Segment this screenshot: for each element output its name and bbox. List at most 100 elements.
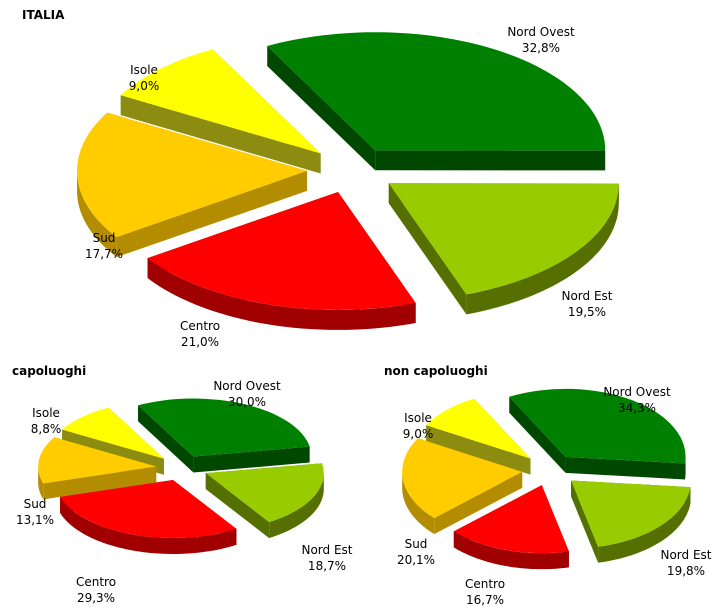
pie-slice bbox=[267, 32, 606, 171]
pie-slice-wall bbox=[205, 473, 270, 539]
pie-slice bbox=[426, 398, 531, 475]
pie-slice-wall bbox=[43, 466, 157, 500]
slice-label: Nord Ovest 32,8% bbox=[507, 24, 574, 56]
slice-value: 8,8% bbox=[30, 422, 62, 436]
pie-slice-wall bbox=[193, 446, 310, 473]
slice-name: Sud bbox=[92, 231, 116, 245]
slice-label: Sud 17,7% bbox=[85, 230, 123, 262]
pie-slice bbox=[77, 112, 308, 258]
slice-name: Isole bbox=[32, 406, 60, 420]
slice-label: Nord Est 19,5% bbox=[561, 288, 612, 320]
pie-slice-wall bbox=[388, 183, 467, 315]
slice-value: 16,7% bbox=[465, 593, 505, 607]
slice-value: 9,0% bbox=[128, 79, 160, 93]
slice-label: Nord Ovest 30,0% bbox=[213, 378, 280, 410]
slice-name: Nord Est bbox=[301, 543, 353, 557]
pie-slice-rim bbox=[598, 487, 691, 563]
pie-slice-top bbox=[60, 479, 237, 538]
pie-slice-top bbox=[571, 480, 691, 547]
slice-value: 20,1% bbox=[396, 553, 436, 567]
pie-slice bbox=[205, 463, 324, 539]
pie-slice-wall bbox=[426, 425, 531, 475]
chart-title-non-capoluoghi: non capoluoghi bbox=[384, 364, 488, 378]
pie-slice bbox=[60, 479, 237, 554]
pie-slice-top bbox=[62, 407, 164, 459]
slice-value: 18,7% bbox=[307, 559, 347, 573]
pie-slice bbox=[453, 485, 569, 570]
slice-name: Nord Est bbox=[561, 289, 613, 303]
slice-label: Centro 21,0% bbox=[180, 318, 220, 350]
slice-name: Nord Ovest bbox=[603, 385, 671, 399]
slice-name: Isole bbox=[404, 411, 432, 425]
slice-name: Centro bbox=[75, 575, 117, 589]
pie-slice-rim bbox=[269, 473, 324, 539]
pie-slice-wall bbox=[375, 150, 606, 171]
pie-slice-top bbox=[147, 191, 416, 310]
pie-slice-rim bbox=[402, 470, 435, 535]
pie-slice-rim bbox=[147, 258, 416, 330]
pie-slice-rim bbox=[77, 170, 117, 258]
pie-slice-wall bbox=[571, 480, 599, 563]
slice-label: Sud 13,1% bbox=[16, 496, 54, 528]
pie-slice-top bbox=[388, 183, 619, 295]
slice-value: 29,3% bbox=[76, 591, 116, 605]
chart-title-capoluoghi: capoluoghi bbox=[12, 364, 87, 378]
pie-slice-top bbox=[38, 437, 157, 484]
slice-value: 34,3% bbox=[617, 401, 657, 415]
slice-label: Isole 9,0% bbox=[403, 410, 434, 442]
pie-slice-wall bbox=[565, 456, 686, 480]
pie-slice-top bbox=[138, 398, 310, 457]
pie-slice-wall bbox=[267, 46, 376, 171]
pie-slice bbox=[571, 480, 691, 563]
slice-name: Sud bbox=[404, 537, 428, 551]
slice-label: Centro 16,7% bbox=[465, 576, 505, 608]
pie-slice-top bbox=[267, 32, 606, 151]
pie-slice bbox=[38, 437, 157, 500]
slice-value: 17,7% bbox=[84, 247, 124, 261]
pie-slice-wall bbox=[116, 170, 308, 258]
pie-slice-top bbox=[426, 398, 531, 459]
slice-name: Nord Ovest bbox=[507, 25, 575, 39]
slice-name: Centro bbox=[179, 319, 221, 333]
slice-label: Centro 29,3% bbox=[76, 574, 116, 606]
pie-chart-2 bbox=[402, 388, 691, 570]
pie-slice bbox=[388, 183, 619, 315]
pie-slice-top bbox=[402, 438, 523, 519]
slice-label: Isole 8,8% bbox=[31, 405, 62, 437]
pie-slice bbox=[147, 191, 416, 330]
slice-name: Nord Est bbox=[660, 548, 712, 562]
slice-label: Isole 9,0% bbox=[129, 62, 160, 94]
pie-chart-1 bbox=[38, 398, 324, 554]
slice-value: 13,1% bbox=[15, 513, 55, 527]
pie-slice-wall bbox=[509, 396, 566, 473]
slice-value: 21,0% bbox=[180, 335, 220, 349]
pie-slice-top bbox=[77, 112, 308, 238]
pie-slice-rim bbox=[60, 496, 237, 554]
pie-slice bbox=[402, 438, 523, 535]
slice-label: Nord Est 18,7% bbox=[301, 542, 352, 574]
pie-slice-wall bbox=[120, 95, 321, 174]
pie-slice bbox=[138, 398, 310, 473]
pie-slice bbox=[509, 388, 686, 480]
slice-name: Centro bbox=[464, 577, 506, 591]
pie-slice-top bbox=[509, 388, 686, 464]
slice-value: 30,0% bbox=[227, 395, 267, 409]
slice-label: Sud 20,1% bbox=[397, 536, 435, 568]
pie-slice-rim bbox=[38, 465, 44, 500]
slice-value: 32,8% bbox=[521, 41, 561, 55]
slice-label: Nord Est 19,8% bbox=[660, 547, 711, 579]
slice-name: Nord Ovest bbox=[213, 379, 281, 393]
pie-slice bbox=[120, 49, 321, 174]
pie-slice-top bbox=[120, 49, 321, 154]
slice-label: Nord Ovest 34,3% bbox=[603, 384, 670, 416]
pie-slice-rim bbox=[685, 457, 686, 480]
slice-name: Isole bbox=[130, 63, 158, 77]
pie-chart-0 bbox=[77, 32, 619, 330]
slice-value: 9,0% bbox=[402, 427, 434, 441]
pie-slice-wall bbox=[138, 405, 194, 473]
slice-value: 19,8% bbox=[666, 564, 706, 578]
pie-slice-rim bbox=[453, 531, 569, 570]
pie-slice-rim bbox=[466, 183, 619, 315]
